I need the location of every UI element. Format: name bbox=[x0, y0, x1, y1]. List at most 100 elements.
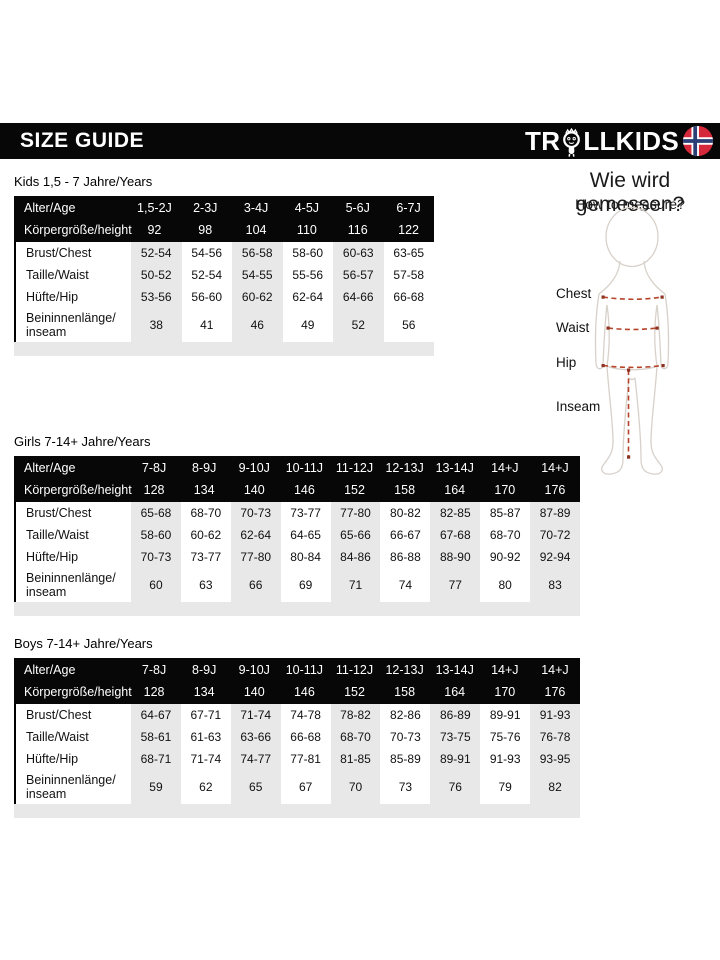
table-cell: 82 bbox=[530, 770, 581, 804]
table-cell: 80-82 bbox=[390, 506, 421, 520]
table-cell: 75-76 bbox=[489, 730, 521, 744]
table-cell: 38 bbox=[131, 308, 182, 342]
waist-line bbox=[607, 327, 658, 331]
table-cell: 58-60 bbox=[292, 246, 324, 260]
table-cell: 60-62 bbox=[232, 286, 283, 308]
table-cell: 70-72 bbox=[530, 524, 581, 546]
table-cell: 11-12J bbox=[335, 461, 374, 475]
size-table-section-kids: Kids 1,5 - 7 Jahre/Years Alter/Age 1,5-2J… bbox=[14, 174, 434, 356]
table-cell: 66 bbox=[230, 568, 281, 602]
table-cell: 56 bbox=[402, 318, 416, 332]
size-table-girls: Alter/Age 7-8J 8-9J 9-10J 10-11J 11-12J 12-13J… bbox=[14, 456, 581, 616]
table-cell: 170 bbox=[494, 685, 516, 699]
table-header: Alter/Age 7-8J 8-9J 9-10J 10-11J 11-12J 12-13J… bbox=[14, 658, 580, 704]
table-cell: 71 bbox=[330, 568, 381, 602]
table-cell: 164 bbox=[444, 483, 466, 497]
table-cell: 87-89 bbox=[530, 502, 581, 524]
row-label: Körpergröße/height bbox=[24, 684, 132, 699]
row-label: Brust/Chest bbox=[26, 245, 92, 260]
child-outline bbox=[594, 206, 670, 475]
table-cell: 62 bbox=[199, 780, 213, 794]
table-cell: 9-10J bbox=[238, 461, 270, 475]
table-body: Brust/Chest 64-67 67-71 71-74 74-78 78-82 82-8… bbox=[14, 704, 581, 804]
table-cell: 73-75 bbox=[430, 726, 481, 748]
row-label: Beininnenlänge/ inseam bbox=[26, 772, 116, 801]
brand-text-post: LLKIDS bbox=[583, 126, 679, 156]
table-title: Boys 7-14+ Jahre/Years bbox=[14, 636, 153, 651]
table-footer-strip bbox=[14, 804, 580, 818]
table-cell: 67-68 bbox=[430, 524, 481, 546]
page-title: SIZE GUIDE bbox=[20, 129, 145, 152]
waist-label: Waist bbox=[556, 320, 590, 335]
table-cell: 10-11J bbox=[285, 461, 324, 475]
table-cell: 64-67 bbox=[131, 704, 181, 726]
table-cell: 86-88 bbox=[390, 550, 421, 564]
table-cell: 158 bbox=[394, 685, 416, 699]
table-header-row: Körpergröße/height 128 134 140 146 152 158 164 1… bbox=[14, 479, 580, 501]
row-label: Beininnenlänge/ inseam bbox=[26, 570, 116, 599]
table-cell: 63 bbox=[199, 578, 213, 592]
table-row: Hüfte/Hip 53-56 56-60 60-62 62-64 64-66 66-68 bbox=[16, 286, 434, 308]
table-cell: 56-60 bbox=[191, 290, 223, 304]
table-footer-strip bbox=[14, 342, 434, 356]
table-cell: 8-9J bbox=[192, 663, 217, 677]
table-cell: 11-12J bbox=[335, 663, 374, 677]
table-cell: 92-94 bbox=[530, 546, 581, 568]
table-row: Brust/Chest 65-68 68-70 70-73 73-77 77-80 80-8… bbox=[16, 502, 581, 524]
table-cell: 52 bbox=[333, 308, 384, 342]
troll-face-icon bbox=[563, 127, 581, 157]
table-cell: 176 bbox=[544, 685, 566, 699]
table-cell: 68-70 bbox=[489, 528, 521, 542]
table-cell: 60-63 bbox=[333, 242, 384, 264]
table-cell: 66-67 bbox=[390, 528, 421, 542]
table-cell: 76 bbox=[430, 770, 481, 804]
row-label: Taille/Waist bbox=[26, 729, 89, 744]
table-cell: 54-56 bbox=[191, 246, 223, 260]
table-row: Taille/Waist 58-60 60-62 62-64 64-65 65-66 66-… bbox=[16, 524, 581, 546]
table-cell: 63-65 bbox=[393, 246, 425, 260]
table-cell: 70 bbox=[330, 770, 381, 804]
table-footer-strip bbox=[14, 602, 580, 616]
table-cell: 12-13J bbox=[385, 663, 424, 677]
table-cell: 77-80 bbox=[330, 502, 381, 524]
table-cell: 152 bbox=[344, 685, 365, 699]
measure-subtitle: How to measure? bbox=[575, 196, 685, 212]
table-cell: 80-84 bbox=[290, 550, 321, 564]
table-cell: 116 bbox=[347, 223, 368, 237]
table-cell: 5-6J bbox=[345, 201, 370, 215]
table-cell: 91-93 bbox=[489, 752, 521, 766]
row-label: Körpergröße/height bbox=[24, 222, 132, 237]
table-row: Beininnenlänge/ inseam 59 62 65 67 70 73 76 79 82 bbox=[16, 770, 581, 804]
table-cell: 122 bbox=[398, 223, 419, 237]
table-cell: 74-78 bbox=[290, 708, 321, 722]
table-cell: 7-8J bbox=[141, 461, 167, 475]
row-label: Beininnenlänge/ inseam bbox=[26, 310, 116, 339]
table-cell: 41 bbox=[200, 318, 214, 332]
measure-title: Wie wird gemessen? bbox=[575, 169, 685, 216]
table-cell: 13-14J bbox=[435, 663, 474, 677]
table-header-row: Körpergröße/height 128 134 140 146 152 158 164 1… bbox=[14, 681, 580, 703]
table-cell: 60 bbox=[131, 568, 181, 602]
chest-line bbox=[602, 296, 663, 301]
table-cell: 4-5J bbox=[294, 201, 320, 215]
table-cell: 85-89 bbox=[390, 752, 421, 766]
table-cell: 10-11J bbox=[285, 663, 324, 677]
row-label: Taille/Waist bbox=[26, 267, 89, 282]
table-cell: 134 bbox=[193, 483, 215, 497]
row-label: Hüfte/Hip bbox=[26, 289, 79, 304]
table-cell: 158 bbox=[394, 483, 416, 497]
table-header: Alter/Age 7-8J 8-9J 9-10J 10-11J 11-12J 12-13J… bbox=[14, 456, 580, 502]
table-cell: 50-52 bbox=[131, 264, 182, 286]
table-cell: 78-82 bbox=[330, 704, 381, 726]
table-row: Taille/Waist 50-52 52-54 54-55 55-56 56-57 57-… bbox=[16, 264, 434, 286]
table-cell: 77-80 bbox=[230, 546, 281, 568]
table-cell: 128 bbox=[143, 685, 165, 699]
table-cell: 14+J bbox=[491, 663, 519, 677]
table-cell: 68-70 bbox=[190, 506, 222, 520]
inseam-label: Inseam bbox=[556, 399, 601, 414]
table-cell: 56-58 bbox=[232, 242, 283, 264]
size-table-section-boys: Boys 7-14+ Jahre/Years Alter/Age 7-8J 8-9J… bbox=[14, 636, 581, 818]
table-cell: 61-63 bbox=[190, 730, 222, 744]
brand-logo: TR LLKIDS bbox=[525, 124, 713, 158]
table-cell: 74 bbox=[398, 578, 413, 592]
